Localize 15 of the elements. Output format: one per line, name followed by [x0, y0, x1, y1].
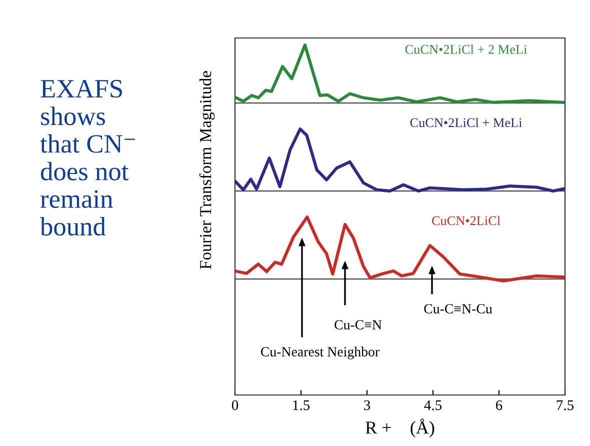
text: CuCN•2LiCl + 2 MeLi — [405, 44, 527, 54]
text: Cu-C≡N — [334, 320, 382, 330]
x-tick-label: 7.5 — [556, 400, 574, 410]
x-tick-label: 4.5 — [424, 400, 442, 410]
y-axis-title: Fourier Transform Magnitude — [199, 71, 215, 270]
text: EXAFS shows that CN⁻ does not remain bound — [40, 80, 135, 236]
text: CuCN•2LiCl + MeLi — [410, 118, 522, 128]
x-tick-label: 3 — [364, 400, 370, 410]
series-label: CuCN•2LiCl — [432, 216, 500, 226]
x-axis-title: R + (Å) — [366, 418, 434, 438]
text: Cu-Nearest Neighbor — [260, 346, 380, 360]
x-tick-label: 1.5 — [293, 400, 310, 410]
x-tick-label: 6 — [496, 400, 502, 410]
text: Cu-C≡N-Cu — [424, 304, 492, 314]
x-tick-label: 0 — [232, 400, 238, 410]
